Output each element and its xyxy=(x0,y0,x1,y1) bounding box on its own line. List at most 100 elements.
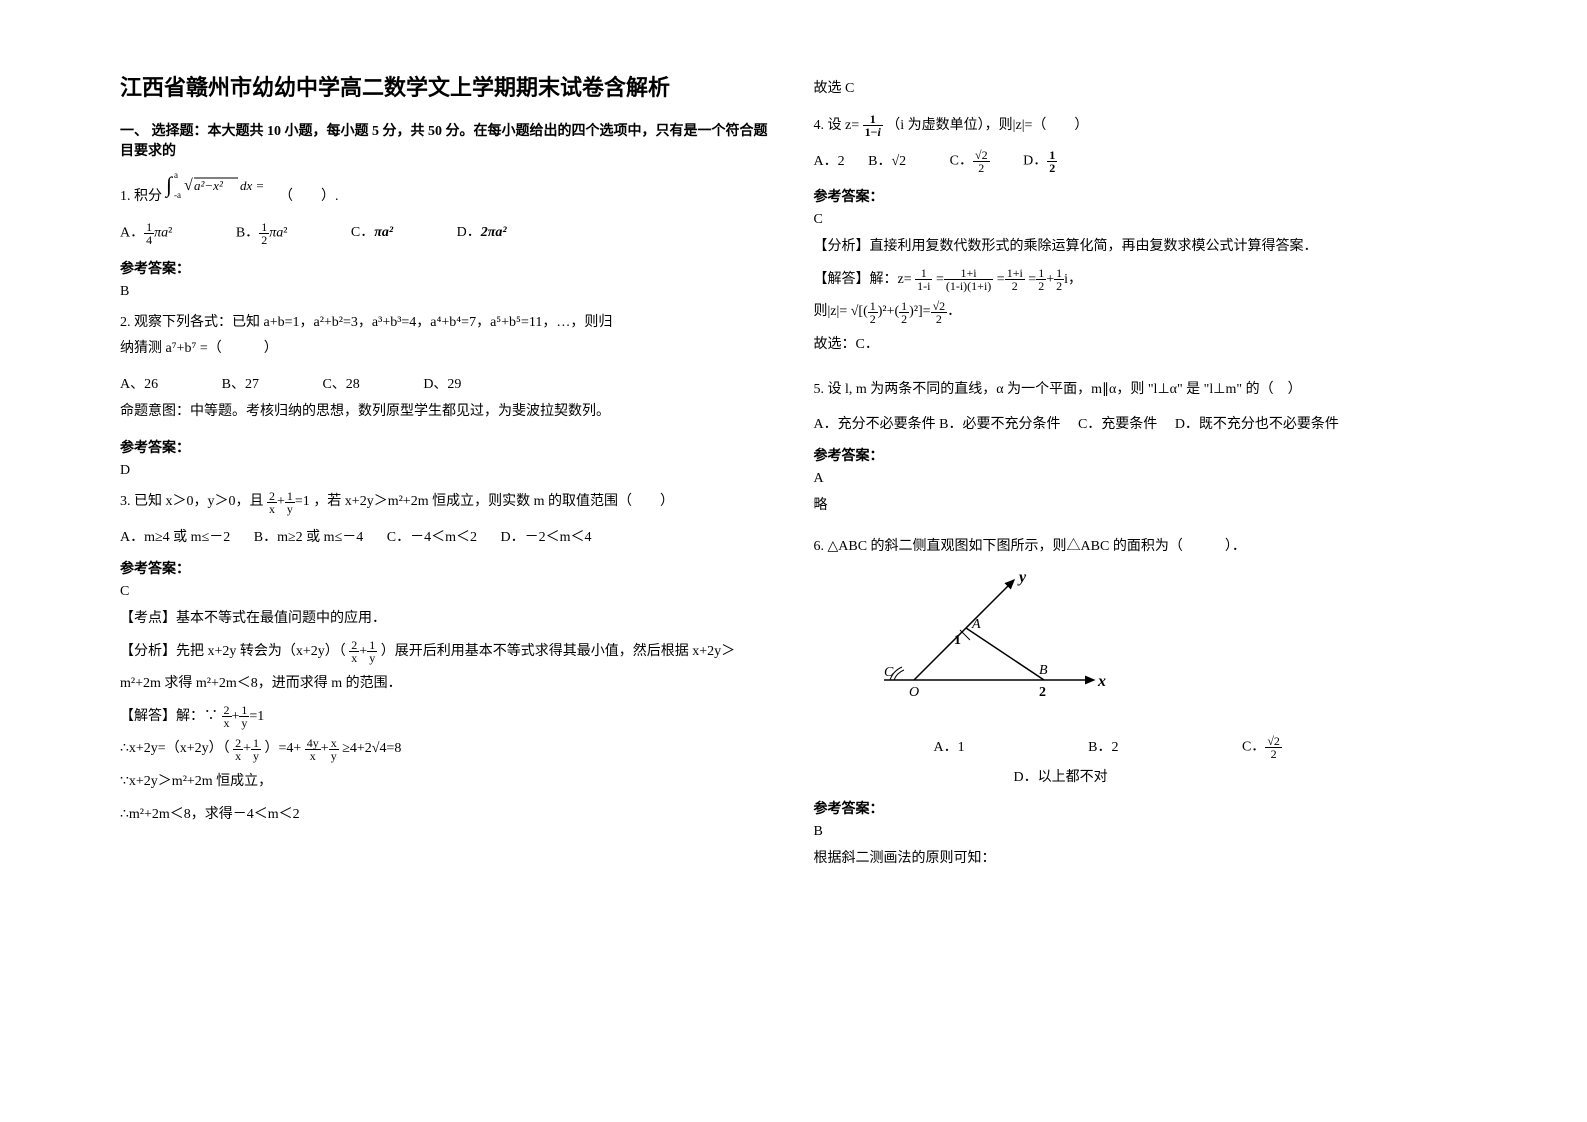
q4-sol-2: 则|z|= √[(12)²+(12)²]=√22． xyxy=(814,299,1468,326)
q4-stem-b: （i 为虚数单位），则|z|=（ ） xyxy=(886,118,1088,133)
q3-frac-icon: 2x+1y=1 xyxy=(267,494,310,509)
question-5: 5. 设 l, m 为两条不同的直线，α 为一个平面，m∥α，则 "l⊥α" 是… xyxy=(814,377,1468,404)
label-x: x xyxy=(1097,673,1106,690)
q1-opt-b: B．12πa² xyxy=(236,221,288,246)
frac-icon: 11-i xyxy=(915,267,932,292)
question-6: 6. △ABC 的斜二侧直观图如下图所示，则△ABC 的面积为（ ）． xyxy=(814,534,1468,561)
label-B: B xyxy=(1039,663,1048,678)
q3-stem-b: ，若 x+2y＞m²+2m 恒成立，则实数 m 的取值范围（ ） xyxy=(313,494,674,509)
q1-stem-prefix: 1. 积分 xyxy=(120,189,162,204)
q1-integral-icon: ∫ a -a √ a²−x² dx = xyxy=(166,189,280,204)
frac-icon: 2x+1y xyxy=(349,644,377,659)
q4-answer: C xyxy=(814,212,1468,228)
q5-options: A．充分不必要条件 B．必要不充分条件 C．充要条件 D．既不充分也不必要条件 xyxy=(814,413,1468,433)
section-heading: 一、 选择题：本大题共 10 小题，每小题 5 分，共 50 分。在每小题给出的… xyxy=(120,120,774,160)
page-title: 江西省赣州市幼幼中学高二数学文上学期期末试卷含解析 xyxy=(120,70,774,102)
q5-answer: A xyxy=(814,471,1468,487)
q3-opt-c: C．－4＜m＜2 xyxy=(387,526,477,546)
q3-options: A．m≥4 或 m≤－2 B．m≥2 或 m≤－4 C．－4＜m＜2 D．－2＜… xyxy=(120,526,774,546)
label-two: 2 xyxy=(1039,685,1046,700)
q2-opt-a: A、26 xyxy=(120,373,158,393)
q2-note: 命题意图：中等题。考核归纳的思想，数列原型学生都见过，为斐波拉契数列。 xyxy=(120,399,774,426)
svg-text:a²−x²: a²−x² xyxy=(194,178,224,193)
label-one: 1 xyxy=(954,633,961,648)
frac-icon: 1+i2 xyxy=(1005,267,1025,292)
frac-icon: 1+i(1-i)(1+i) xyxy=(944,267,993,292)
q1-opt-a: A．14πa² xyxy=(120,221,172,246)
q3-sol-1: 【解答】解：∵ 2x+1y=1 xyxy=(120,704,774,731)
q1-options: A．14πa² B．12πa² C．πa² D．2πa² xyxy=(120,221,774,246)
q6-answer-label: 参考答案： xyxy=(814,798,1468,818)
svg-text:-a: -a xyxy=(174,190,181,200)
frac-icon: 2x+1y xyxy=(233,741,261,756)
q6-answer: B xyxy=(814,824,1468,840)
q1-answer-label: 参考答案： xyxy=(120,258,774,278)
q2-stem-2: 纳猜测 a⁷+b⁷ =（ ） xyxy=(120,336,774,363)
q4-answer-label: 参考答案： xyxy=(814,186,1468,206)
q2-options: A、26 B、27 C、28 D、29 xyxy=(120,373,774,393)
q3-stem-a: 3. 已知 x＞0，y＞0，且 xyxy=(120,494,264,509)
question-4: 4. 设 z= 11−i （i 为虚数单位），则|z|=（ ） xyxy=(814,113,1468,140)
q4-sol-1: 【解答】解：z= 11-i =1+i(1-i)(1+i) =1+i2 =12+1… xyxy=(814,267,1468,294)
q2-opt-d: D、29 xyxy=(423,373,461,393)
q4-sol-3: 故选：C． xyxy=(814,332,1468,359)
svg-text:∫: ∫ xyxy=(164,172,174,198)
q3-sol-4: ∴m²+2m＜8，求得－4＜m＜2 xyxy=(120,802,774,829)
q6-opt-c: C．√22 xyxy=(1242,735,1282,760)
right-column: 故选 C 4. 设 z= 11−i （i 为虚数单位），则|z|=（ ） A．2… xyxy=(794,70,1488,1102)
label-O: O xyxy=(909,685,919,700)
q1-answer: B xyxy=(120,284,774,300)
question-2: 2. 观察下列各式：已知 a+b=1，a²+b²=3，a³+b³=4，a⁴+b⁴… xyxy=(120,310,774,363)
q6-opt-a: A．1 xyxy=(934,736,965,756)
q4-opt-b: B．√2 xyxy=(868,150,906,170)
sqrt-icon: √[(12)²+(12)²]=√22 xyxy=(851,304,947,319)
q2-answer-label: 参考答案： xyxy=(120,437,774,457)
q5-opt-b: B．必要不充分条件 xyxy=(939,417,1060,432)
q1-opt-d: D．2πa² xyxy=(457,221,507,241)
q5-note: 略 xyxy=(814,493,1468,520)
svg-text:dx =: dx = xyxy=(240,178,264,193)
frac-icon: 2x+1y=1 xyxy=(222,709,265,724)
q4-opt-c: C．√22 xyxy=(950,149,990,174)
q6-opt-b: B．2 xyxy=(1088,736,1118,756)
q3-opt-a: A．m≥4 或 m≤－2 xyxy=(120,526,230,546)
q3-sol-5: 故选 C xyxy=(814,76,1468,103)
q3-opt-d: D．－2＜m＜4 xyxy=(500,526,591,546)
q6-options-row1: A．1 B．2 C．√22 xyxy=(934,735,1468,760)
q5-opt-c: C．充要条件 xyxy=(1078,417,1157,432)
q2-stem-1: 2. 观察下列各式：已知 a+b=1，a²+b²=3，a³+b³=4，a⁴+b⁴… xyxy=(120,310,774,337)
q1-stem-suffix: （ ）. xyxy=(279,189,339,204)
question-3: 3. 已知 x＞0，y＞0，且 2x+1y=1 ，若 x+2y＞m²+2m 恒成… xyxy=(120,489,774,516)
q4-options: A．2 B．√2 C．√22 D．12 xyxy=(814,149,1468,174)
q4-stem-a: 4. 设 z= xyxy=(814,118,860,133)
frac-icon: 12 xyxy=(1054,267,1064,292)
frac-icon: 12 xyxy=(1036,267,1046,292)
label-C: C xyxy=(884,665,894,680)
q3-answer: C xyxy=(120,584,774,600)
question-1: 1. 积分 ∫ a -a √ a²−x² dx = （ ）. xyxy=(120,170,774,211)
q2-opt-b: B、27 xyxy=(222,373,259,393)
frac-icon: 4yx+xy xyxy=(305,741,339,756)
q4-opt-d: D．12 xyxy=(1023,149,1057,174)
q5-opt-a: A．充分不必要条件 xyxy=(814,417,936,432)
q3-sol-2: ∴x+2y=（x+2y）（ 2x+1y ）=4+ 4yx+xy ≥4+2√4=8 xyxy=(120,736,774,763)
q3-answer-label: 参考答案： xyxy=(120,558,774,578)
q3-hint-1: 【考点】基本不等式在最值问题中的应用． xyxy=(120,606,774,633)
q4-opt-a: A．2 xyxy=(814,150,845,170)
label-A: A xyxy=(971,617,981,632)
q6-note: 根据斜二测画法的原则可知： xyxy=(814,846,1468,873)
q3-sol-3: ∵x+2y＞m²+2m 恒成立， xyxy=(120,769,774,796)
q1-opt-c: C．πa² xyxy=(351,221,393,241)
q3-hint-2: 【分析】先把 x+2y 转会为（x+2y）（ 2x+1y ）展开后利用基本不等式… xyxy=(120,639,774,666)
left-column: 江西省赣州市幼幼中学高二数学文上学期期末试卷含解析 一、 选择题：本大题共 10… xyxy=(100,70,794,1102)
q5-opt-d: D．既不充分也不必要条件 xyxy=(1175,417,1339,432)
svg-text:√: √ xyxy=(184,177,193,194)
q4-hint-1: 【分析】直接利用复数代数形式的乘除运算化简，再由复数求模公式计算得答案． xyxy=(814,234,1468,261)
q5-answer-label: 参考答案： xyxy=(814,445,1468,465)
label-y: y xyxy=(1017,569,1027,586)
q3-opt-b: B．m≥2 或 m≤－4 xyxy=(254,526,363,546)
triangle-diagram: O B 2 A 1 C y x xyxy=(854,570,1468,725)
frac-icon: 11−i xyxy=(863,113,883,138)
q6-opt-d: D．以上都不对 xyxy=(1014,770,1108,785)
svg-text:a: a xyxy=(174,170,178,180)
